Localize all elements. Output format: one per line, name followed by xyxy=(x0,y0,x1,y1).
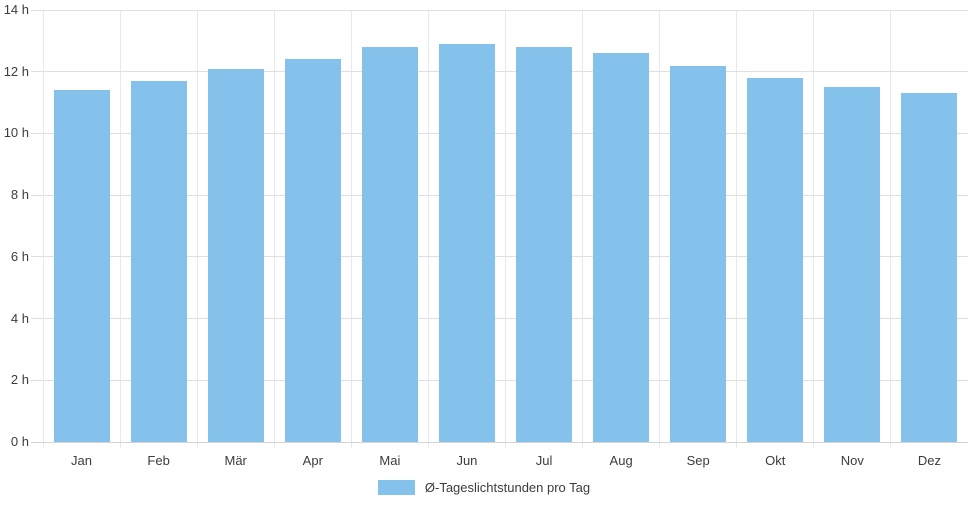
legend-item[interactable]: Ø-Tageslichtstunden pro Tag xyxy=(377,480,591,495)
gridline-h xyxy=(31,194,968,196)
x-axis-month-label: Nov xyxy=(840,453,864,468)
x-axis-month-label: Aug xyxy=(609,453,633,468)
x-axis-month-label: Apr xyxy=(302,453,323,468)
gridline-h xyxy=(31,441,968,443)
x-axis-month-label: Jan xyxy=(71,453,93,468)
gridline-h xyxy=(31,9,968,11)
x-axis-month-label: Okt xyxy=(765,453,786,468)
bar-sep[interactable] xyxy=(670,65,727,442)
x-axis-month-label: Mär xyxy=(224,453,247,468)
gridline-v xyxy=(659,10,661,448)
y-axis-tick-label: 2 h xyxy=(10,372,29,388)
y-axis-tick-label: 0 h xyxy=(10,434,29,449)
legend: Ø-Tageslichtstunden pro Tag xyxy=(0,480,968,495)
gridline-h xyxy=(31,256,968,258)
bar-nov[interactable] xyxy=(824,87,881,442)
gridline-h xyxy=(31,132,968,134)
bar-jan[interactable] xyxy=(53,90,110,442)
y-axis-tick-label: 4 h xyxy=(10,310,29,326)
bar-dez[interactable] xyxy=(901,93,958,442)
gridline-h xyxy=(31,318,968,320)
bar-apr[interactable] xyxy=(284,59,341,442)
bar-jun[interactable] xyxy=(438,43,495,442)
bar-okt[interactable] xyxy=(747,77,804,442)
x-axis-month-label: Jun xyxy=(456,453,478,468)
x-axis-month-label: Sep xyxy=(686,453,710,468)
gridline-v xyxy=(813,10,815,448)
y-axis-tick-label: 6 h xyxy=(10,248,29,264)
y-axis-tick-label: 10 h xyxy=(3,125,29,141)
x-axis-month-label: Jul xyxy=(535,453,553,468)
gridline-v xyxy=(196,10,198,448)
legend-label: Ø-Tageslichtstunden pro Tag xyxy=(424,480,591,495)
gridline-v xyxy=(273,10,275,448)
gridline-v xyxy=(505,10,506,448)
bar-feb[interactable] xyxy=(130,80,187,442)
x-axis-month-label: Dez xyxy=(917,453,941,468)
x-axis-month-label: Mai xyxy=(379,453,401,468)
x-axis-month-label: Feb xyxy=(147,453,170,468)
gridline-v xyxy=(119,10,121,448)
gridline-v xyxy=(42,10,44,448)
bar-jul[interactable] xyxy=(516,47,573,442)
gridline-v xyxy=(582,10,584,448)
gridline-h xyxy=(31,71,968,73)
gridline-v xyxy=(427,10,429,448)
bar-mai[interactable] xyxy=(361,47,418,442)
gridline-v xyxy=(350,10,352,448)
gridline-v xyxy=(736,10,738,448)
gridline-v xyxy=(890,10,892,448)
y-axis-tick-label: 12 h xyxy=(3,63,29,79)
y-axis-tick-label: 14 h xyxy=(3,2,29,17)
y-axis-tick-label: 8 h xyxy=(10,187,29,203)
bar-aug[interactable] xyxy=(593,53,650,442)
gridline-h xyxy=(31,379,968,381)
bar-mär[interactable] xyxy=(207,68,264,442)
legend-swatch-icon xyxy=(377,480,415,495)
